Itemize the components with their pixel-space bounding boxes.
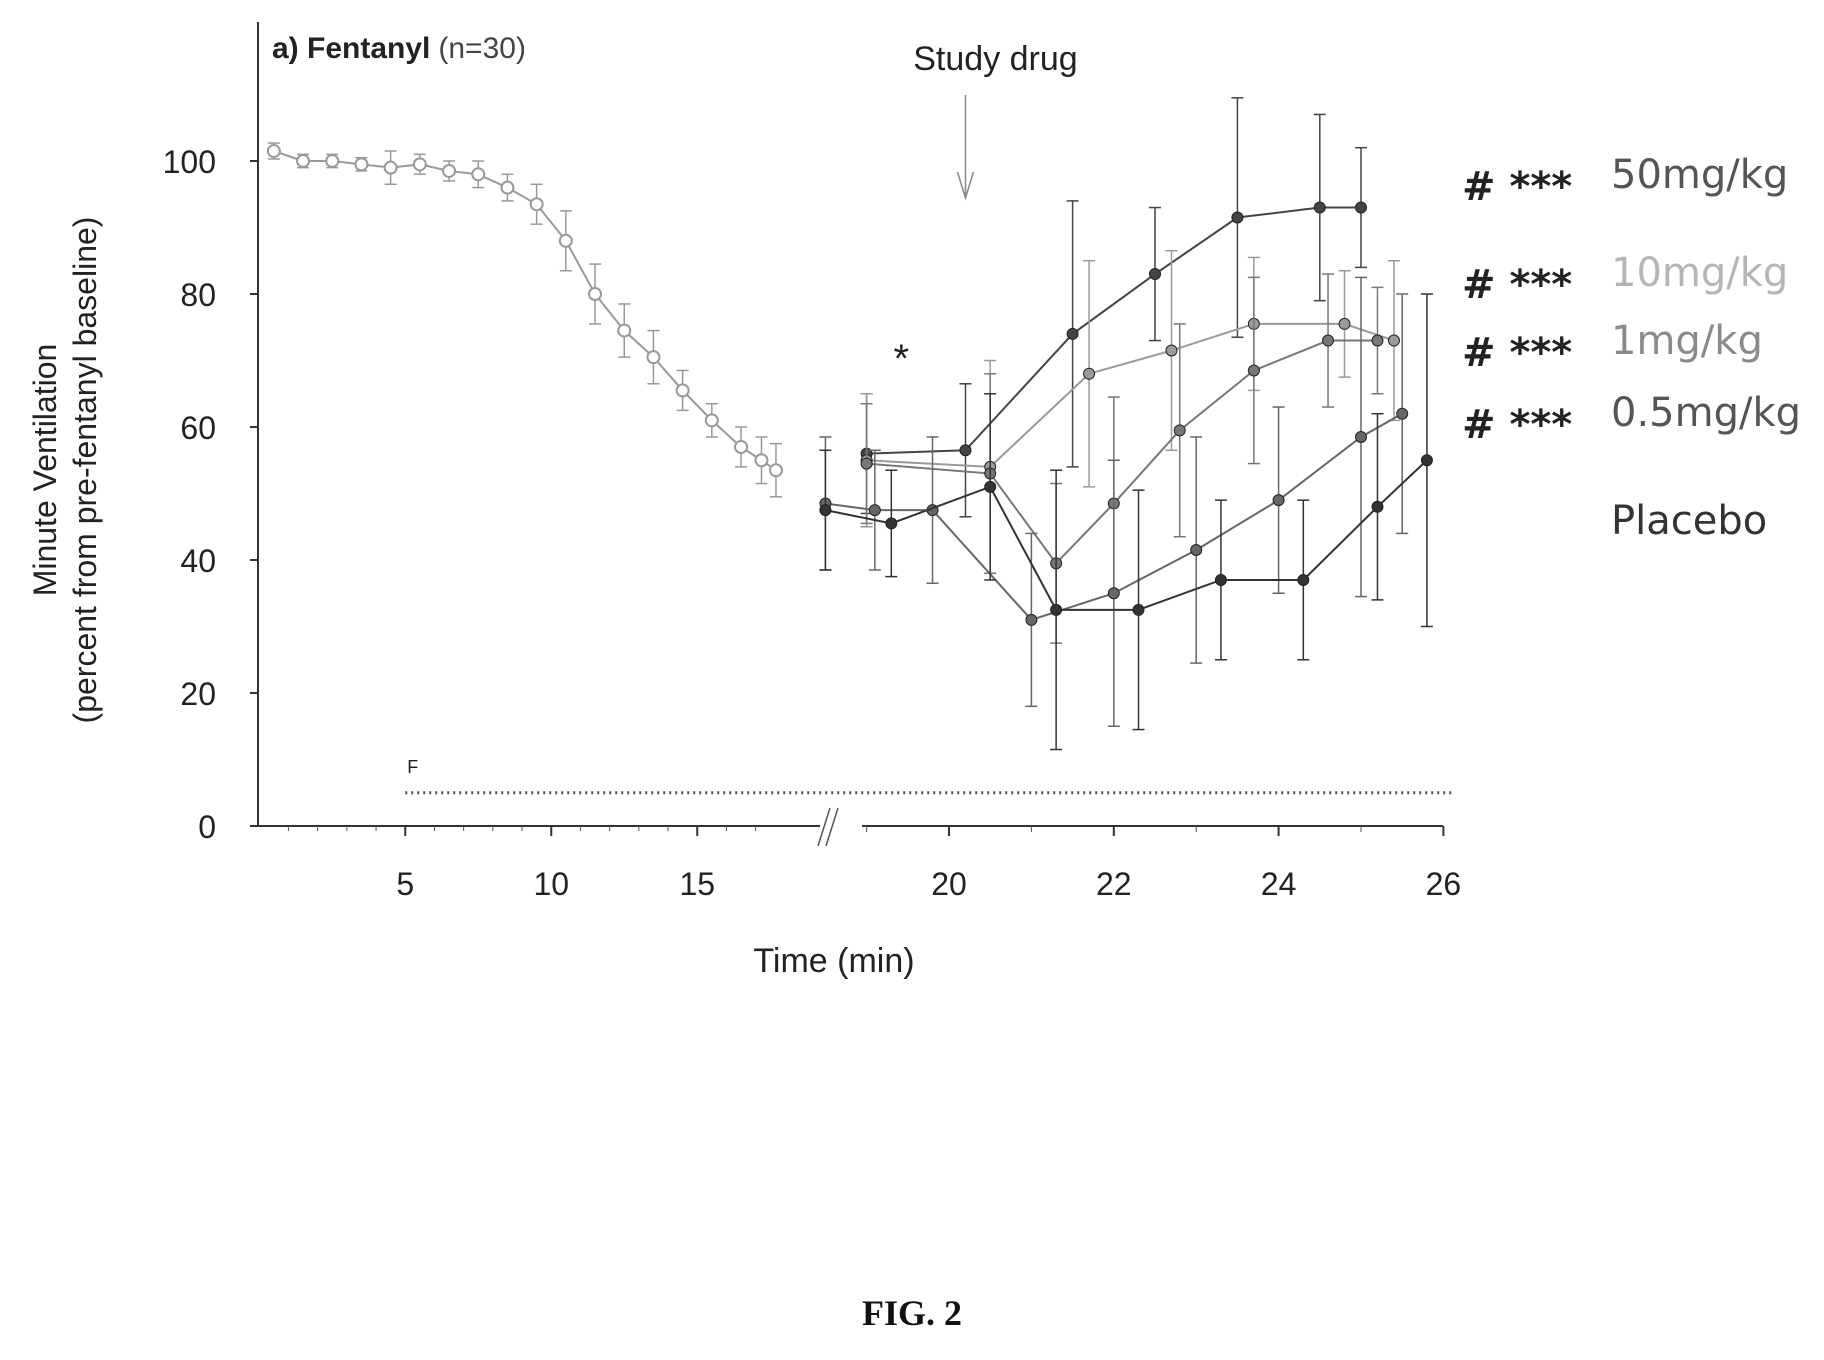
baseline-point bbox=[704, 413, 719, 428]
placebo-series bbox=[819, 293, 1433, 751]
y-tick-label: 100 bbox=[163, 144, 216, 180]
axis-break-mark bbox=[817, 807, 831, 847]
baseline-line bbox=[273, 150, 777, 472]
dose-50-point bbox=[1313, 201, 1326, 214]
placebo-point bbox=[984, 480, 997, 493]
dose-1-point bbox=[1247, 364, 1260, 377]
y-tick-label: 40 bbox=[180, 543, 216, 579]
placebo-point bbox=[1371, 500, 1384, 513]
dose-1-point bbox=[860, 457, 873, 470]
baseline-point bbox=[383, 160, 398, 175]
dose-05-point bbox=[1107, 587, 1120, 600]
baseline-point bbox=[617, 323, 632, 338]
y-tick-label: 80 bbox=[180, 277, 216, 313]
dose-10-point bbox=[1387, 334, 1400, 347]
placebo-point bbox=[819, 504, 832, 517]
dose-10-point bbox=[1165, 344, 1178, 357]
legend-marks: # *** bbox=[1462, 164, 1572, 210]
placebo-point bbox=[1132, 603, 1145, 616]
x-axis-label: Time (min) bbox=[753, 942, 914, 980]
baseline-point bbox=[675, 383, 690, 398]
x-tick-label: 26 bbox=[1426, 866, 1462, 902]
baseline-point bbox=[768, 463, 783, 478]
x-tick-label: 5 bbox=[396, 866, 414, 902]
x-tick-label: 24 bbox=[1261, 866, 1297, 902]
baseline-point bbox=[558, 233, 573, 248]
axis-break-mark bbox=[825, 807, 839, 847]
placebo-point bbox=[1297, 573, 1310, 586]
legend-marks: # *** bbox=[1462, 262, 1572, 308]
dose-1-line bbox=[866, 339, 1378, 565]
y-axis-label-line2: (percent from pre-fentanyl baseline) bbox=[67, 217, 103, 724]
baseline-point bbox=[754, 453, 769, 468]
dose-05-point bbox=[1396, 407, 1409, 420]
dose-1-point bbox=[1371, 334, 1384, 347]
dose-1-point bbox=[1322, 334, 1335, 347]
dose-50-point bbox=[1355, 201, 1367, 214]
figure-caption: FIG. 2 bbox=[861, 1293, 962, 1333]
y-tick-label: 0 bbox=[198, 809, 216, 845]
placebo-point bbox=[1420, 454, 1433, 467]
legend-marks: # *** bbox=[1462, 402, 1572, 448]
legend-label: Placebo bbox=[1611, 498, 1767, 544]
dose-05-point bbox=[1190, 544, 1203, 557]
x-tick-label: 20 bbox=[931, 866, 967, 902]
baseline-point bbox=[442, 163, 457, 178]
dose-05-point bbox=[1272, 494, 1285, 507]
dose-05-point bbox=[868, 504, 881, 517]
dose-05-point bbox=[1355, 430, 1367, 443]
baseline-point bbox=[412, 157, 427, 172]
placebo-point bbox=[885, 517, 898, 530]
dose-1-point bbox=[1173, 424, 1186, 437]
significance-star: * bbox=[894, 337, 910, 381]
placebo-point bbox=[1214, 573, 1227, 586]
dose-10-point bbox=[1083, 367, 1096, 380]
y-axis-label: Minute Ventilation (percent from pre-fent… bbox=[27, 217, 103, 724]
dose-10-point bbox=[1338, 317, 1351, 330]
dose-50-point bbox=[1066, 327, 1079, 340]
baseline-point bbox=[588, 287, 603, 301]
legend-label: 1mg/kg bbox=[1611, 318, 1763, 364]
dose-1-series bbox=[860, 273, 1384, 644]
dose-50-point bbox=[1231, 211, 1244, 224]
chart-title-rest: (n=30) bbox=[438, 32, 526, 65]
legend-marks: # *** bbox=[1462, 330, 1572, 376]
baseline-point bbox=[646, 350, 661, 365]
legend-label: 50mg/kg bbox=[1611, 152, 1788, 198]
y-tick-label: 20 bbox=[180, 676, 216, 712]
baseline-point bbox=[296, 154, 311, 168]
fentanyl-label: F bbox=[407, 757, 418, 777]
chart-title: a) Fentanyl (n=30) bbox=[272, 32, 526, 65]
baseline-point bbox=[529, 197, 544, 212]
baseline-point bbox=[471, 167, 486, 182]
y-axis-label-line1: Minute Ventilation bbox=[27, 344, 63, 597]
plot-area bbox=[266, 97, 1433, 751]
dose-50-series bbox=[860, 97, 1367, 518]
baseline-point bbox=[500, 180, 515, 195]
axes: 0 20 40 60 80 100 5 10 15 20 22 24 26 Time (min) Minut… bbox=[27, 22, 1461, 980]
study-drug-arrow-head bbox=[956, 171, 975, 201]
x-tick-label: 15 bbox=[679, 866, 715, 902]
x-tick-label: 22 bbox=[1096, 866, 1132, 902]
placebo-point bbox=[1050, 603, 1063, 616]
study-drug-label: Study drug bbox=[913, 40, 1077, 78]
baseline-series bbox=[266, 142, 783, 498]
dose-05-series bbox=[819, 276, 1409, 727]
baseline-point bbox=[734, 439, 749, 454]
legend: # *** 50mg/kg # *** 10mg/kg # *** 1mg/kg # ***… bbox=[1462, 152, 1801, 544]
dose-50-point bbox=[1149, 268, 1161, 281]
annotations: a) Fentanyl (n=30) Study drug * F bbox=[272, 32, 1456, 795]
chart-title-bold: a) Fentanyl bbox=[272, 32, 430, 65]
legend-label: 0.5mg/kg bbox=[1611, 390, 1801, 436]
legend-label: 10mg/kg bbox=[1611, 250, 1788, 296]
baseline-point bbox=[354, 157, 369, 172]
x-tick-label: 10 bbox=[533, 866, 569, 902]
baseline-point bbox=[266, 144, 281, 159]
dose-50-point bbox=[959, 444, 972, 457]
baseline-point bbox=[325, 154, 340, 168]
dose-05-point bbox=[1025, 613, 1038, 626]
y-tick-label: 60 bbox=[180, 410, 216, 446]
